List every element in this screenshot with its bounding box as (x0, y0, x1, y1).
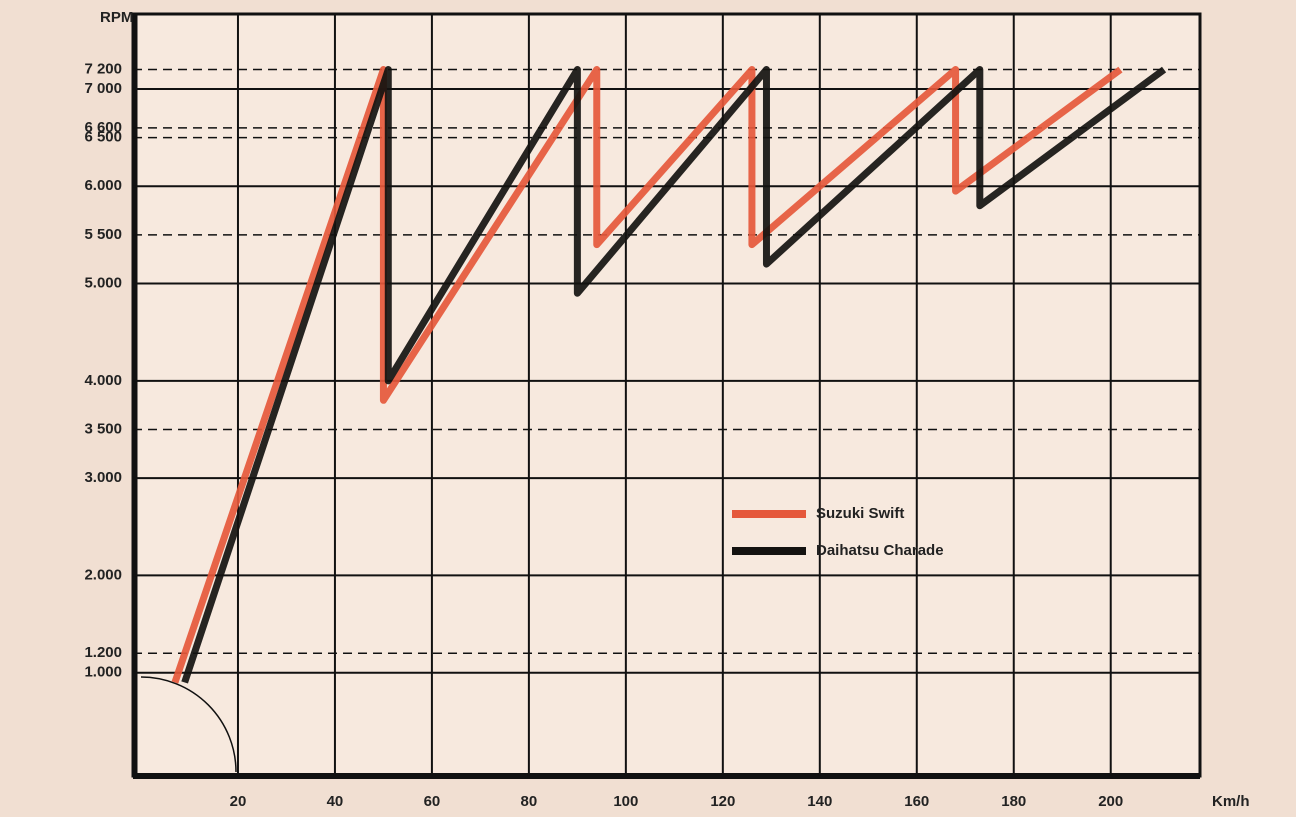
y-tick-label: 1.200 (84, 644, 122, 661)
y-tick-label: 5.000 (84, 275, 122, 292)
x-tick-label: 200 (1098, 793, 1123, 810)
x-tick-label: 120 (710, 793, 735, 810)
origin-arc (140, 676, 237, 773)
x-tick-label: 100 (613, 793, 638, 810)
x-tick-label: 180 (1001, 793, 1026, 810)
x-tick-label: 20 (230, 793, 247, 810)
y-axis-label: RPM (100, 9, 133, 26)
y-tick-label: 3 500 (84, 420, 122, 437)
x-tick-label: 40 (327, 793, 344, 810)
y-tick-label: 7 200 (84, 60, 122, 77)
y-tick-label: 4.000 (84, 372, 122, 389)
y-tick-label: 7 000 (84, 80, 122, 97)
series-line (171, 66, 1123, 684)
y-tick-label: 2.000 (84, 566, 122, 583)
y-tick-label: 6 500 (84, 129, 122, 146)
series-line (181, 66, 1167, 684)
x-axis-label: Km/h (1212, 793, 1250, 810)
y-tick-label: 6.000 (84, 177, 122, 194)
y-tick-label: 1.000 (84, 664, 122, 681)
legend-label: Suzuki Swift (816, 505, 904, 522)
y-tick-label: 5 500 (84, 226, 122, 243)
x-tick-label: 160 (904, 793, 929, 810)
x-tick-label: 80 (521, 793, 538, 810)
x-tick-label: 60 (424, 793, 441, 810)
x-tick-label: 140 (807, 793, 832, 810)
y-tick-label: 6 600 (84, 119, 122, 136)
legend-label: Daihatsu Charade (816, 542, 944, 559)
y-tick-label: 3.000 (84, 469, 122, 486)
